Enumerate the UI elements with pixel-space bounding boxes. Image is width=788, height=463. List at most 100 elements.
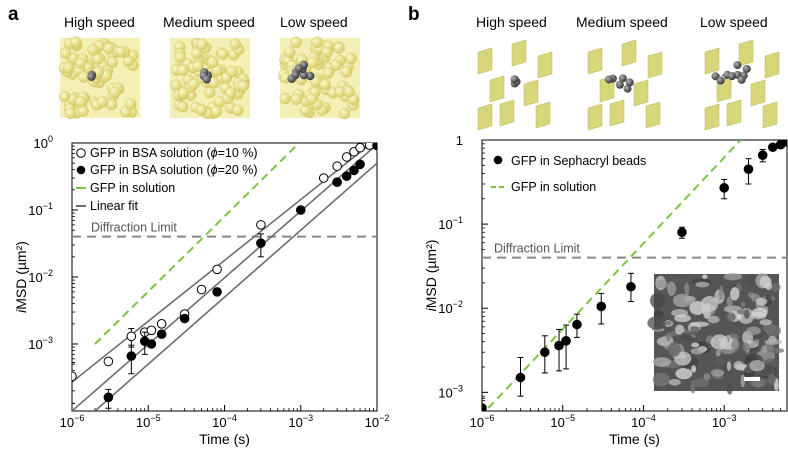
sem-texture-blob bbox=[726, 383, 733, 395]
sem-texture-blob bbox=[726, 296, 733, 307]
gfp-tracer-sphere bbox=[623, 84, 632, 93]
data-point-filled bbox=[743, 164, 754, 174]
data-point-filled bbox=[156, 329, 167, 340]
sem-texture-blob bbox=[763, 358, 780, 367]
data-point-filled bbox=[355, 159, 365, 170]
x-axis-label: Time (s) bbox=[199, 431, 250, 447]
bead-plate bbox=[477, 103, 493, 131]
bsa-crowder-sphere bbox=[229, 38, 241, 50]
diffraction-limit-label: Diffraction Limit bbox=[91, 221, 177, 235]
legend-phi: ϕ bbox=[211, 146, 218, 160]
sem-texture-blob bbox=[751, 307, 768, 318]
sem-inset-image bbox=[647, 273, 785, 395]
legend-marker-filled bbox=[493, 155, 503, 165]
bead-plate bbox=[645, 101, 661, 129]
data-point-filled bbox=[482, 403, 487, 411]
y-tick-label: 10−3 bbox=[438, 383, 463, 400]
bsa-crowder-sphere bbox=[279, 92, 291, 105]
data-point-filled bbox=[372, 143, 377, 151]
bead-plate bbox=[489, 75, 505, 103]
plot-area bbox=[482, 140, 787, 411]
bsa-crowder-sphere bbox=[195, 104, 208, 116]
sem-texture-blob bbox=[675, 324, 685, 335]
data-point-open bbox=[156, 319, 167, 329]
bsa-crowder-sphere bbox=[62, 61, 75, 74]
speed-label-low-b: Low speed bbox=[700, 14, 768, 30]
bsa-crowder-sphere bbox=[330, 59, 342, 71]
bead-plate bbox=[750, 79, 766, 107]
bsa-crowder-sphere bbox=[64, 107, 77, 120]
y-axis-label: iMSD (µm²) bbox=[423, 240, 439, 312]
chart-b: 10−6 10−5 10−4 10−3 10−3 10−2 10−1 1 Time (s) iMS… bbox=[423, 133, 788, 447]
sem-texture-blob bbox=[729, 332, 734, 338]
bsa-crowder-sphere bbox=[322, 67, 334, 79]
bsa-crowder-sphere bbox=[103, 42, 115, 54]
bsa-crowder-sphere bbox=[188, 78, 200, 90]
sem-texture-blob bbox=[668, 378, 681, 386]
bsa-crowder-sphere bbox=[343, 86, 355, 98]
bsa-crowder-sphere bbox=[96, 96, 109, 108]
sem-texture-blob bbox=[745, 275, 755, 286]
sem-texture-blob bbox=[740, 302, 746, 308]
bsa-crowder-sphere bbox=[87, 44, 99, 56]
bsa-crowder-sphere bbox=[299, 104, 312, 117]
data-point-filled bbox=[103, 392, 114, 403]
x-tick-exponent: −5 bbox=[150, 413, 160, 423]
speed-label-medium-b: Medium speed bbox=[576, 14, 668, 30]
sem-texture-blob bbox=[674, 351, 692, 366]
sem-texture-blob bbox=[723, 305, 742, 313]
sem-texture-blob bbox=[742, 342, 750, 352]
y-tick-label: 10−1 bbox=[28, 201, 53, 218]
gfp-tracer-sphere bbox=[733, 61, 742, 70]
sem-texture-blob bbox=[667, 281, 677, 296]
bsa-crowder-sphere bbox=[338, 107, 351, 120]
x-tick-label: 10−3 bbox=[288, 413, 313, 430]
bsa-crowder-sphere bbox=[311, 36, 323, 48]
sem-texture-blob bbox=[710, 369, 725, 377]
diffraction-limit-label: Diffraction Limit bbox=[494, 242, 580, 256]
bsa-crowder-sphere bbox=[237, 80, 249, 92]
linear-fit-line bbox=[72, 143, 373, 383]
legend-phi: ϕ bbox=[211, 163, 218, 177]
sem-texture-blob bbox=[724, 312, 736, 323]
gfp-tracer-sphere bbox=[716, 76, 725, 85]
sem-texture-blob bbox=[664, 320, 672, 325]
sem-texture-blob bbox=[700, 295, 719, 312]
sem-texture-blob bbox=[690, 347, 705, 355]
x-tick-label: 10−5 bbox=[136, 413, 161, 430]
plot-area bbox=[72, 143, 377, 411]
gfp-tracer-sphere bbox=[737, 75, 746, 84]
sem-texture-blob bbox=[731, 338, 740, 352]
data-point-filled bbox=[540, 347, 550, 358]
x-tick-exponent: −6 bbox=[484, 413, 494, 423]
bsa-crowder-sphere bbox=[290, 36, 302, 48]
data-point-filled bbox=[515, 372, 526, 383]
bead-plate bbox=[621, 39, 637, 67]
bsa-crowder-sphere bbox=[321, 46, 333, 59]
gfp-tracer-sphere bbox=[299, 70, 309, 80]
sem-texture-blob bbox=[715, 349, 721, 357]
data-point-filled bbox=[572, 319, 582, 330]
bsa-crowder-sphere bbox=[58, 90, 71, 103]
y-tick-exponent: −2 bbox=[43, 268, 53, 278]
data-point-filled bbox=[256, 238, 266, 248]
gfp-solution-line bbox=[487, 140, 742, 409]
x-tick-label: 10−3 bbox=[712, 413, 737, 430]
y-tick-label: 10−1 bbox=[438, 215, 463, 232]
x-tick-exponent: −3 bbox=[303, 413, 313, 423]
sem-texture-blob bbox=[718, 285, 724, 300]
data-point-open bbox=[256, 220, 266, 230]
bsa-crowder-sphere bbox=[60, 47, 72, 59]
bsa-crowder-sphere bbox=[319, 78, 331, 91]
sem-texture-blob bbox=[707, 315, 720, 324]
bsa-crowder-sphere bbox=[192, 60, 204, 72]
y-tick-exponent: −3 bbox=[43, 335, 53, 345]
linear-fit-line bbox=[94, 162, 377, 411]
y-tick-exponent: −1 bbox=[43, 201, 53, 211]
bead-plate bbox=[647, 51, 663, 79]
bsa-crowder-sphere bbox=[109, 86, 121, 98]
sem-texture-blob bbox=[730, 287, 740, 301]
sem-texture-blob bbox=[760, 345, 768, 353]
sem-texture-blob bbox=[754, 338, 760, 344]
gfp-tracer-sphere bbox=[727, 72, 736, 81]
